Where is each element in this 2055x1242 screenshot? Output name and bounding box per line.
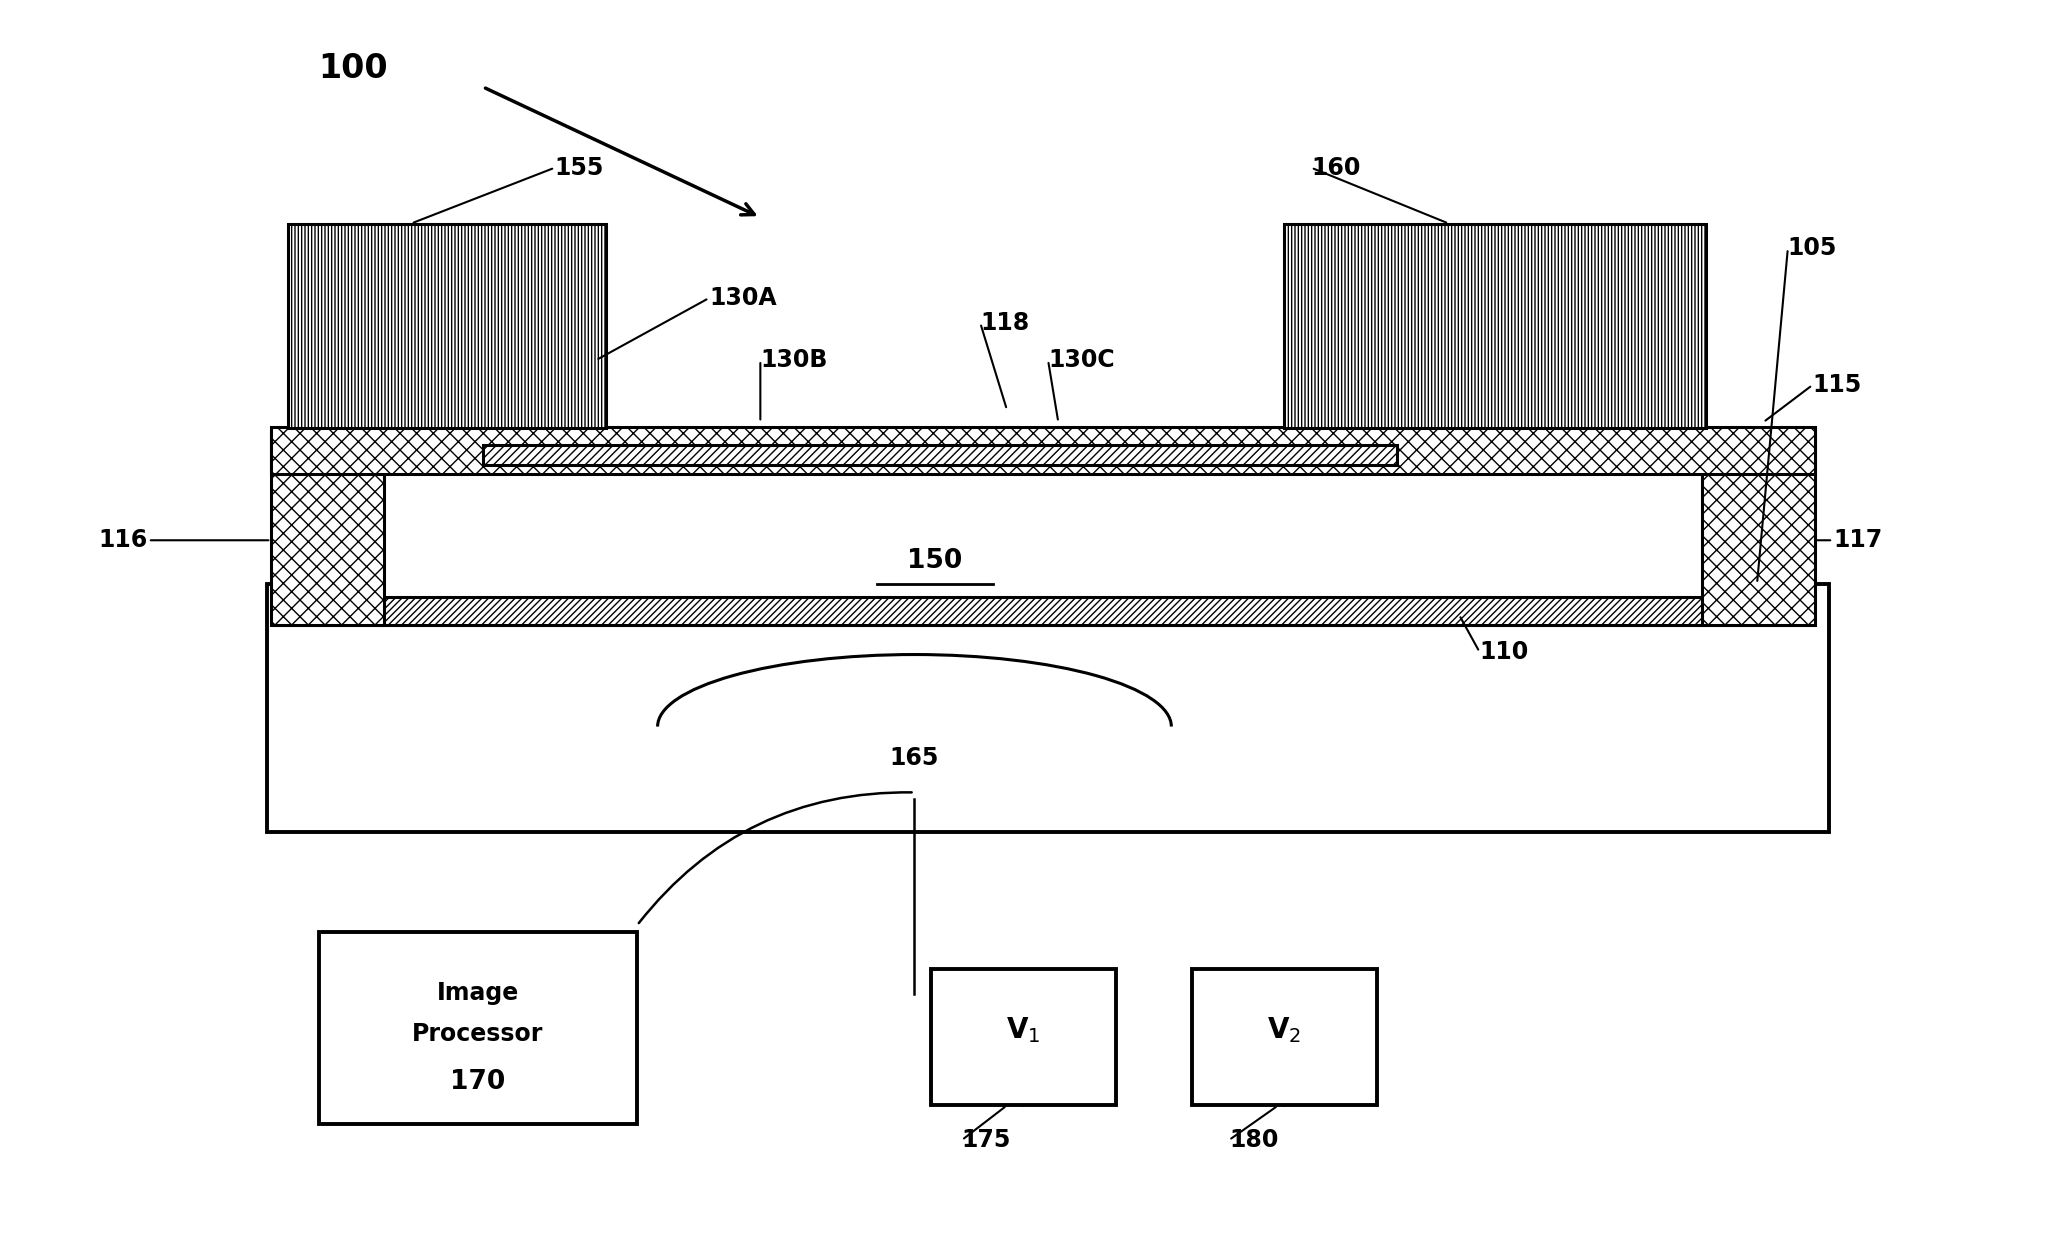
FancyBboxPatch shape — [271, 427, 1815, 474]
Text: 118: 118 — [980, 310, 1030, 335]
FancyBboxPatch shape — [1702, 432, 1815, 625]
FancyBboxPatch shape — [267, 584, 1829, 832]
FancyBboxPatch shape — [380, 472, 1706, 615]
Text: 155: 155 — [555, 155, 604, 180]
FancyBboxPatch shape — [931, 969, 1116, 1105]
FancyBboxPatch shape — [319, 932, 637, 1124]
Text: 170: 170 — [450, 1068, 506, 1094]
Text: 110: 110 — [1480, 640, 1529, 664]
FancyBboxPatch shape — [288, 224, 606, 428]
Text: V$_2$: V$_2$ — [1268, 1016, 1301, 1045]
Text: 150: 150 — [908, 549, 962, 574]
FancyBboxPatch shape — [483, 445, 1397, 465]
Text: 100: 100 — [319, 52, 388, 84]
Text: 130A: 130A — [709, 286, 777, 310]
Text: V$_1$: V$_1$ — [1007, 1016, 1040, 1045]
Text: 105: 105 — [1788, 236, 1837, 261]
Text: 160: 160 — [1311, 155, 1360, 180]
Text: 130B: 130B — [760, 348, 828, 373]
Text: 180: 180 — [1229, 1128, 1278, 1153]
Text: 130C: 130C — [1048, 348, 1114, 373]
Text: Processor: Processor — [413, 1021, 543, 1046]
Text: 115: 115 — [1813, 373, 1862, 397]
FancyBboxPatch shape — [380, 597, 1706, 625]
FancyBboxPatch shape — [1284, 224, 1706, 428]
Text: 116: 116 — [99, 528, 148, 553]
Text: 175: 175 — [962, 1128, 1011, 1153]
FancyBboxPatch shape — [271, 432, 384, 625]
Text: 117: 117 — [1833, 528, 1882, 553]
Text: Image: Image — [436, 981, 520, 1005]
Text: 165: 165 — [890, 745, 939, 770]
FancyBboxPatch shape — [1192, 969, 1377, 1105]
